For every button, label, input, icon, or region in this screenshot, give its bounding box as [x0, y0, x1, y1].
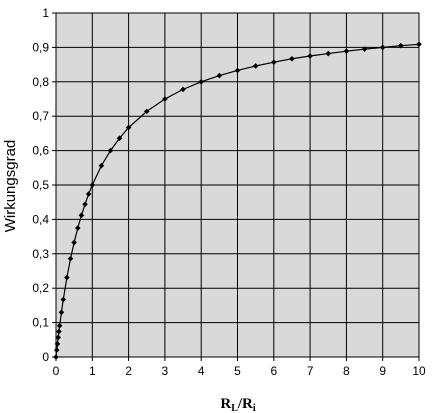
data-point: [53, 347, 60, 353]
data-point: [325, 50, 332, 57]
data-point: [67, 255, 74, 262]
x-tick-label: 10: [412, 364, 426, 378]
data-point: [234, 67, 241, 74]
data-point: [398, 42, 404, 49]
x-tick-label: 2: [125, 364, 132, 378]
x-tick-label: 8: [343, 364, 350, 378]
x-tick-label: 5: [234, 364, 241, 378]
y-tick-label: 0,9: [32, 40, 49, 54]
data-point: [198, 79, 204, 85]
gridlines: [55, 12, 420, 358]
data-point: [180, 86, 186, 93]
data-point: [162, 96, 168, 102]
data-point: [252, 63, 259, 69]
y-tick-label: 0,5: [32, 178, 49, 192]
x-label-r2: R: [242, 396, 253, 412]
y-tick-label: 0,6: [32, 144, 49, 158]
data-point: [55, 334, 61, 341]
x-tick-label: 7: [307, 364, 314, 378]
data-point: [107, 147, 114, 154]
data-point: [361, 46, 368, 52]
y-tick-label: 0,2: [32, 281, 49, 295]
data-point: [289, 55, 295, 62]
data-point: [125, 124, 132, 131]
data-point: [307, 53, 313, 59]
x-tick-label: 3: [162, 364, 169, 378]
series-group: [53, 41, 422, 360]
x-axis-ticks: 0 1 2 3 4 5 6 7 8 9 10: [53, 357, 426, 378]
x-tick-label: 0: [53, 364, 60, 378]
data-point: [71, 239, 77, 246]
data-point: [60, 296, 67, 303]
x-label-sub-l: L: [231, 403, 238, 413]
x-tick-label: 4: [198, 364, 205, 378]
x-tick-label: 9: [379, 364, 386, 378]
data-point: [89, 182, 96, 188]
data-point: [53, 354, 59, 360]
data-point: [82, 201, 88, 208]
y-axis-label: Wirkungsgrad: [2, 140, 19, 233]
x-label-r1: R: [220, 396, 231, 412]
data-point: [56, 322, 63, 329]
x-tick-label: 6: [270, 364, 277, 378]
y-axis-ticks: 0 0,1 0,2 0,3 0,4 0,5 0,6 0,7 0,8 0,9 1: [32, 6, 56, 364]
data-point: [58, 309, 65, 316]
data-point: [116, 135, 123, 142]
data-point: [56, 328, 62, 335]
data-point: [98, 162, 105, 169]
y-tick-label: 0,8: [32, 75, 49, 89]
x-axis-label: RL/Ri: [220, 396, 256, 413]
data-point: [78, 212, 85, 219]
data-point: [54, 341, 61, 347]
data-point: [143, 108, 150, 115]
data-point: [74, 225, 81, 231]
data-point: [343, 48, 350, 54]
x-label-slash: /: [237, 396, 243, 412]
x-tick-label: 1: [89, 364, 96, 378]
data-point: [64, 274, 70, 281]
y-tick-label: 0: [42, 350, 49, 364]
data-point: [85, 191, 92, 197]
data-point: [216, 72, 223, 79]
x-label-sub-i: i: [253, 403, 256, 413]
y-tick-label: 0,1: [32, 316, 49, 330]
data-point: [416, 41, 422, 48]
data-point: [379, 44, 386, 51]
y-tick-label: 0,7: [32, 109, 49, 123]
data-point: [271, 59, 277, 65]
y-tick-label: 1: [42, 6, 49, 20]
y-tick-label: 0,3: [32, 247, 49, 261]
y-tick-label: 0,4: [32, 212, 49, 226]
